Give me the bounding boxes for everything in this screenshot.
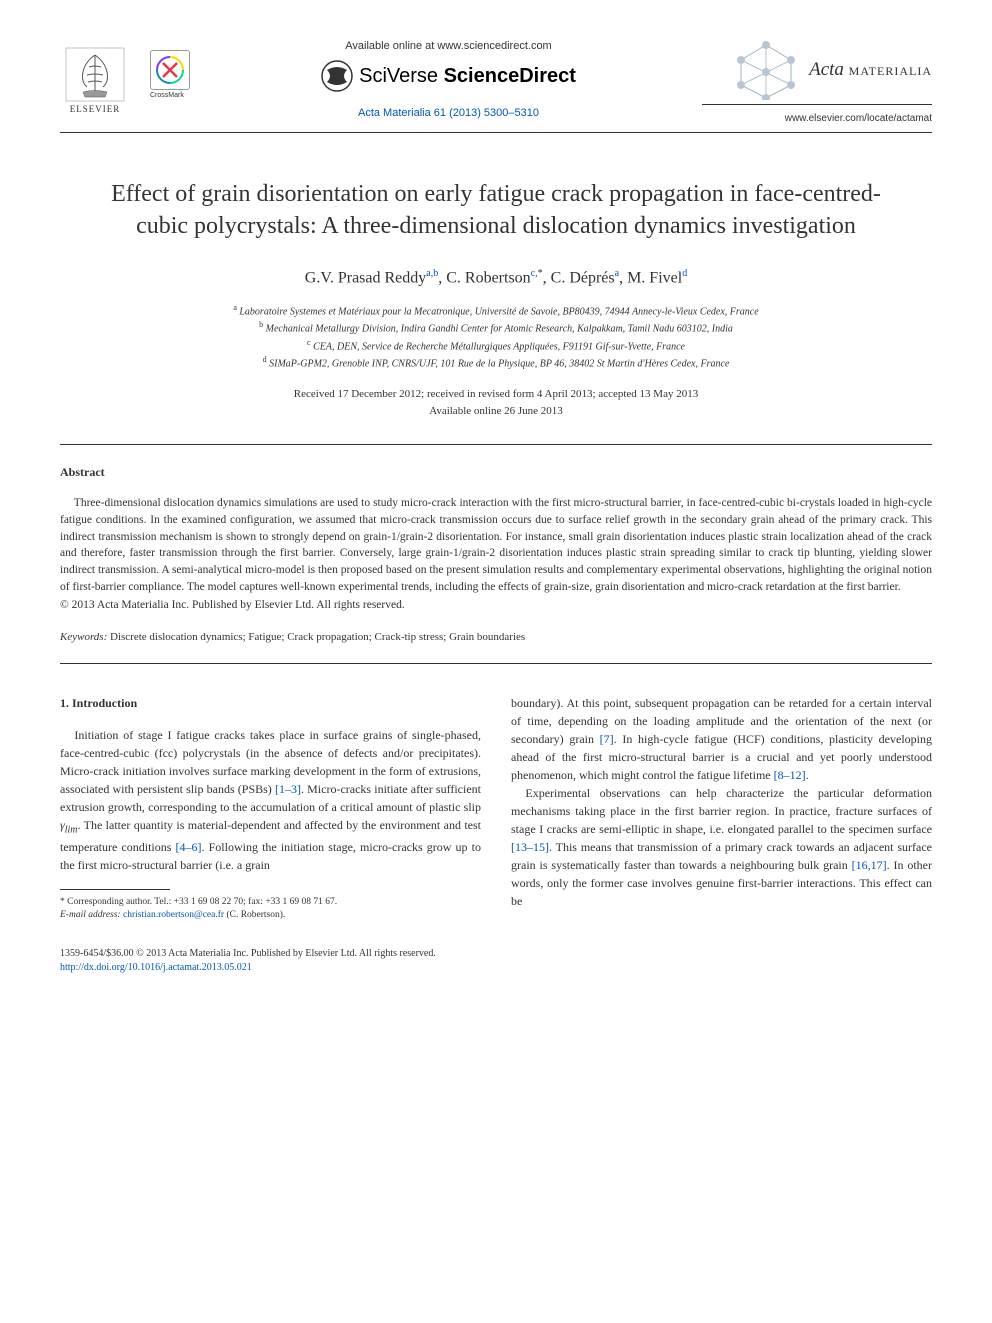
crossmark-icon <box>150 50 190 90</box>
page-footer: 1359-6454/$36.00 © 2013 Acta Materialia … <box>60 947 932 975</box>
acta-materialia-text: Acta MATERIALIA <box>809 59 932 81</box>
journal-header: ELSEVIER CrossMark Available online at w… <box>60 40 932 124</box>
abstract-text: Three-dimensional dislocation dynamics s… <box>60 495 932 595</box>
body-columns: 1. Introduction Initiation of stage I fa… <box>60 694 932 922</box>
affiliation-b: b Mechanical Metallurgy Division, Indira… <box>60 319 932 336</box>
crossmark-badge[interactable]: CrossMark <box>150 50 195 105</box>
author-3: C. Déprés <box>551 269 615 286</box>
crossmark-label: CrossMark <box>150 92 195 99</box>
author-2: C. Robertson <box>446 269 530 286</box>
corresponding-email-line: E-mail address: christian.robertson@cea.… <box>60 909 481 922</box>
acta-hexagon-icon <box>731 40 801 100</box>
header-divider <box>60 132 932 133</box>
elsevier-label: ELSEVIER <box>70 104 121 114</box>
sciencedirect-text: SciVerse ScienceDirect <box>359 65 576 88</box>
acta-materialia-logo: Acta MATERIALIA <box>702 40 932 100</box>
journal-reference[interactable]: Acta Materialia 61 (2013) 5300–5310 <box>215 107 682 119</box>
affiliation-a: a Laboratoire Systemes et Matériaux pour… <box>60 302 932 319</box>
intro-paragraph-2: Experimental observations can help chara… <box>511 784 932 910</box>
right-column: boundary). At this point, subsequent pro… <box>511 694 932 922</box>
author-3-affiliations[interactable]: a <box>615 268 619 279</box>
corresponding-rule <box>60 889 170 890</box>
intro-paragraph-1: Initiation of stage I fatigue cracks tak… <box>60 726 481 873</box>
online-date: Available online 26 June 2013 <box>60 403 932 420</box>
sciencedirect-logo[interactable]: SciVerse ScienceDirect <box>215 60 682 92</box>
corresponding-email[interactable]: christian.robertson@cea.fr <box>123 910 224 920</box>
affiliation-d: d SIMaP-GPM2, Grenoble INP, CNRS/UJF, 10… <box>60 354 932 371</box>
abstract-top-rule <box>60 444 932 445</box>
introduction-heading: 1. Introduction <box>60 694 481 712</box>
ref-link-8-12[interactable]: [8–12] <box>774 768 806 782</box>
article-title: Effect of grain disorientation on early … <box>60 178 932 243</box>
available-online-text: Available online at www.sciencedirect.co… <box>215 40 682 52</box>
ref-link-1-3[interactable]: [1–3] <box>275 782 301 796</box>
article-dates: Received 17 December 2012; received in r… <box>60 386 932 419</box>
acta-rule <box>702 104 932 105</box>
footer-copyright: 1359-6454/$36.00 © 2013 Acta Materialia … <box>60 947 932 961</box>
header-right: Acta MATERIALIA www.elsevier.com/locate/… <box>702 40 932 124</box>
intro-paragraph-1-cont: boundary). At this point, subsequent pro… <box>511 694 932 784</box>
elsevier-tree-icon <box>65 47 125 102</box>
keywords-label: Keywords: <box>60 631 107 643</box>
author-1: G.V. Prasad Reddy <box>305 269 426 286</box>
abstract-section: Abstract Three-dimensional dislocation d… <box>60 465 932 611</box>
corresponding-tel-fax: * Corresponding author. Tel.: +33 1 69 0… <box>60 896 481 909</box>
author-4: M. Fivel <box>627 269 682 286</box>
received-date: Received 17 December 2012; received in r… <box>60 386 932 403</box>
corresponding-author-note: * Corresponding author. Tel.: +33 1 69 0… <box>60 896 481 923</box>
abstract-heading: Abstract <box>60 465 932 480</box>
affiliations-block: a Laboratoire Systemes et Matériaux pour… <box>60 302 932 371</box>
footer-doi[interactable]: http://dx.doi.org/10.1016/j.actamat.2013… <box>60 961 932 975</box>
ref-link-13-15[interactable]: [13–15] <box>511 840 549 854</box>
ref-link-16-17[interactable]: [16,17] <box>852 858 887 872</box>
author-4-affiliations[interactable]: d <box>682 268 687 279</box>
keywords-line: Keywords: Discrete dislocation dynamics;… <box>60 631 932 643</box>
left-column: 1. Introduction Initiation of stage I fa… <box>60 694 481 922</box>
author-1-affiliations[interactable]: a,b <box>426 268 438 279</box>
elsevier-logo: ELSEVIER <box>60 40 130 120</box>
abstract-copyright: © 2013 Acta Materialia Inc. Published by… <box>60 599 932 611</box>
corresponding-mark[interactable]: * <box>538 268 543 279</box>
header-center: Available online at www.sciencedirect.co… <box>195 40 702 119</box>
ref-link-7[interactable]: [7] <box>600 732 614 746</box>
keywords-bottom-rule <box>60 663 932 664</box>
email-label: E-mail address: <box>60 910 121 920</box>
affiliation-c: c CEA, DEN, Service de Recherche Métallu… <box>60 337 932 354</box>
header-left-logos: ELSEVIER CrossMark <box>60 40 195 120</box>
journal-url[interactable]: www.elsevier.com/locate/actamat <box>702 113 932 124</box>
ref-link-4-6[interactable]: [4–6] <box>176 840 202 854</box>
author-2-affiliations[interactable]: c, <box>531 268 538 279</box>
sciencedirect-swoosh-icon <box>321 60 353 92</box>
author-list: G.V. Prasad Reddya,b, C. Robertsonc,*, C… <box>60 268 932 287</box>
keywords-text: Discrete dislocation dynamics; Fatigue; … <box>110 631 525 643</box>
